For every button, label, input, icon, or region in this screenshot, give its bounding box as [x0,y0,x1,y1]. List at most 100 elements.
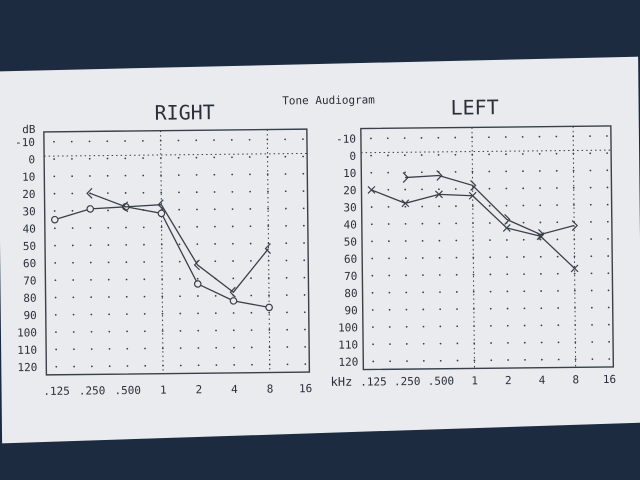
grid-dot [572,135,575,138]
grid-dot [607,289,610,292]
grid-dot [421,222,424,225]
grid-dot [540,307,543,310]
grid-dot [90,313,93,316]
grid-dot [471,170,474,173]
plot-frame [43,128,311,376]
grid-dot [590,221,592,223]
x-axis-unit-label: kHz [331,375,353,389]
grid-dot [372,343,374,346]
grid-dot [53,227,56,230]
grid-dot [302,138,304,141]
grid-dot [268,294,270,297]
grid-dot [286,346,289,348]
grid-dot [71,175,74,178]
y-tick-label: 20 [343,184,356,197]
grid-dot [196,243,199,246]
grid-dot [574,324,577,326]
grid-dot [405,343,408,345]
x-tick-label: .250 [394,375,421,388]
grid-dot [70,140,73,143]
data-point-cross [435,190,443,199]
grid-dot [124,174,127,177]
grid-dot [507,359,510,361]
grid-dot [455,222,458,225]
grid-dot [178,226,181,228]
grid-dot [589,203,592,206]
grid-dot [88,140,91,143]
grid-dot [539,204,542,207]
grid-dot [249,208,252,210]
grid-dot [472,273,475,276]
grid-dot [303,259,306,262]
y-tick-label: 30 [22,205,35,218]
y-tick-label: 0 [28,153,35,166]
grid-dot [422,360,425,362]
grid-dot [523,307,526,310]
grid-dot [371,309,374,311]
grid-dot [557,358,560,361]
grid-dot [574,341,577,344]
grid-dot [161,260,163,263]
grid-dot [214,260,217,263]
grid-dot [439,325,442,328]
grid-dot [160,174,162,177]
grid-dot [555,152,558,155]
grid-dot [555,187,558,189]
grid-dot [455,273,458,276]
y-tick-label: 120 [338,356,358,369]
grid-dot [284,173,287,175]
grid-dot [490,359,493,362]
grid-dot [302,155,305,158]
grid-dot [370,206,373,208]
data-point-cross [367,185,376,194]
grid-dot [439,342,442,345]
grid-dot [284,138,287,141]
y-tick-label: 110 [338,338,358,351]
chart-title-left: LEFT [450,95,498,120]
grid-dot [195,139,198,142]
grid-dot [439,359,442,362]
grid-dot [108,365,111,368]
y-tick-label: 40 [23,223,36,236]
grid-dot [249,173,251,176]
grid-dot [178,278,181,280]
grid-dot [108,330,111,333]
y-tick-label: 100 [17,326,37,339]
grid-dot [304,328,306,331]
grid-dot [248,138,251,141]
grid-dot [420,171,423,174]
grid-dot [574,306,576,309]
grid-dot [284,190,287,193]
grid-dot [471,205,474,207]
data-point-bracket [264,243,271,254]
grid-dot [404,171,406,174]
grid-dot [421,257,424,259]
grid-dot [106,157,109,160]
paper-sheet [0,56,640,444]
grid-dot [250,277,252,280]
x-tick-label: 8 [267,382,274,395]
data-point-cross [570,264,579,273]
grid-dot [196,225,199,228]
grid-dot [231,190,234,193]
grid-dot [55,331,57,334]
grid-dot [213,191,216,193]
grid-dot [304,345,307,348]
grid-dot [195,174,198,176]
y-tick-label: 60 [344,253,357,266]
grid-dot [590,306,593,309]
grid-dot [302,190,305,192]
grid-dot [285,242,288,245]
grid-dot [126,365,129,367]
y-tick-label: 80 [23,292,36,305]
grid-dot [590,238,593,240]
grid-dot [606,135,608,137]
grid-dot [488,222,491,224]
grid-dot [557,324,560,327]
grid-dot [573,272,576,275]
grid-dot [557,289,559,292]
grid-dot [142,157,144,160]
grid-dot [405,291,408,294]
grid-dot [250,311,253,314]
grid-dot [422,342,425,345]
